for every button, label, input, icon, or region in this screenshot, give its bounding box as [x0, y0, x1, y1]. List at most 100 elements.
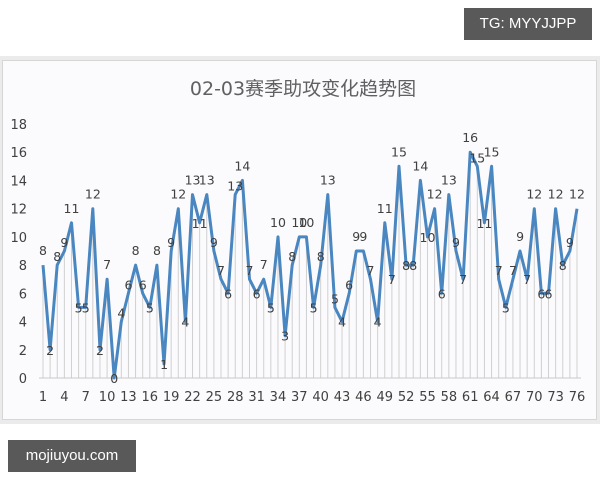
data-label: 8 — [288, 249, 296, 264]
series-line — [41, 150, 579, 380]
x-tick-label: 1 — [39, 390, 47, 405]
data-label: 7 — [459, 272, 467, 287]
x-tick-label: 22 — [184, 390, 201, 405]
data-label: 3 — [281, 329, 289, 344]
data-label: 6 — [139, 277, 147, 292]
data-label: 9 — [167, 235, 175, 250]
x-tick-label: 19 — [163, 390, 180, 405]
x-tick-label: 67 — [505, 390, 522, 405]
x-tick-label: 10 — [99, 390, 116, 405]
x-axis: 1 4 7 10 13 16 19 22 25 28 31 34 37 40 43 46 49 52 55 58 61 6… — [39, 390, 585, 405]
data-label: 7 — [367, 263, 375, 278]
data-label: 6 — [224, 286, 232, 301]
data-label: 5 — [267, 300, 275, 315]
y-tick-label: 10 — [10, 231, 27, 246]
data-label: 10 — [291, 215, 307, 230]
data-label: 5 — [502, 300, 510, 315]
x-tick-label: 58 — [441, 390, 458, 405]
data-label: 7 — [523, 272, 531, 287]
chart-title: 02-03赛季助攻变化趋势图 — [190, 78, 416, 100]
data-label: 9 — [352, 229, 360, 244]
data-label: 8 — [153, 243, 161, 258]
data-label: 7 — [246, 263, 254, 278]
y-tick-label: 6 — [19, 287, 27, 302]
x-tick-label: 40 — [312, 390, 329, 405]
data-label: 15 — [484, 144, 500, 159]
x-tick-label: 34 — [270, 390, 287, 405]
watermark-bottom: mojiuyou.com — [8, 440, 136, 472]
y-tick-label: 0 — [19, 372, 27, 387]
x-tick-label: 46 — [355, 390, 372, 405]
data-label: 8 — [402, 258, 410, 273]
data-label: 12 — [569, 187, 585, 202]
data-label: 14 — [412, 158, 428, 173]
drop-lines — [42, 152, 578, 378]
data-label: 9 — [60, 235, 68, 250]
data-label: 5 — [310, 300, 318, 315]
data-label: 16 — [462, 130, 478, 145]
x-tick-label: 52 — [398, 390, 415, 405]
data-label: 13 — [441, 173, 457, 188]
x-tick-label: 49 — [376, 390, 393, 405]
data-label: 9 — [516, 229, 524, 244]
data-label: 5 — [331, 291, 339, 306]
x-tick-label: 4 — [60, 390, 68, 405]
data-label: 0 — [110, 371, 118, 386]
data-label: 11 — [476, 216, 492, 231]
data-label: 7 — [495, 263, 503, 278]
data-label: 6 — [545, 286, 553, 301]
data-label: 6 — [537, 286, 545, 301]
data-label: 15 — [469, 150, 485, 165]
x-tick-label: 76 — [569, 390, 586, 405]
data-label: 6 — [124, 277, 132, 292]
data-label: 12 — [170, 187, 186, 202]
data-label: 13 — [320, 173, 336, 188]
data-label: 12 — [526, 187, 542, 202]
data-label: 11 — [192, 216, 208, 231]
chart-card: 02-03赛季助攻变化趋势图 0 2 4 6 8 10 12 14 16 18 8 2 8 9 11 5 5 1… — [2, 60, 597, 420]
x-tick-label: 31 — [248, 390, 265, 405]
data-label: 11 — [64, 201, 80, 216]
data-label: 10 — [270, 215, 286, 230]
y-tick-label: 2 — [19, 344, 27, 359]
data-label: 10 — [298, 215, 314, 230]
y-tick-label: 12 — [10, 203, 27, 218]
data-label: 7 — [388, 272, 396, 287]
x-tick-label: 7 — [82, 390, 90, 405]
data-label: 6 — [253, 286, 261, 301]
data-label: 4 — [374, 315, 382, 330]
data-label: 12 — [548, 187, 564, 202]
data-label: 9 — [210, 235, 218, 250]
data-label: 2 — [46, 343, 54, 358]
data-label: 14 — [234, 158, 250, 173]
data-label: 2 — [96, 343, 104, 358]
y-axis: 0 2 4 6 8 10 12 14 16 18 — [10, 118, 27, 387]
x-tick-label: 25 — [206, 390, 223, 405]
y-tick-label: 8 — [19, 259, 27, 274]
data-label: 8 — [39, 243, 47, 258]
x-tick-label: 28 — [227, 390, 244, 405]
x-tick-label: 61 — [462, 390, 479, 405]
x-tick-label: 16 — [142, 390, 159, 405]
data-label: 8 — [317, 249, 325, 264]
y-tick-label: 16 — [10, 146, 27, 161]
data-label: 6 — [345, 277, 353, 292]
data-label: 9 — [452, 235, 460, 250]
data-label: 6 — [438, 286, 446, 301]
data-label: 13 — [199, 173, 215, 188]
data-label: 12 — [85, 187, 101, 202]
data-label: 8 — [53, 249, 61, 264]
data-label: 9 — [566, 235, 574, 250]
data-label: 10 — [420, 230, 436, 245]
data-label: 7 — [217, 263, 225, 278]
data-label: 8 — [559, 258, 567, 273]
y-tick-label: 14 — [10, 174, 27, 189]
data-label: 5 — [146, 300, 154, 315]
x-tick-label: 64 — [483, 390, 500, 405]
watermark-top: TG: MYYJJPP — [464, 8, 592, 40]
data-label: 13 — [185, 173, 201, 188]
data-label: 7 — [103, 257, 111, 272]
data-label: 8 — [132, 243, 140, 258]
data-label: 4 — [181, 315, 189, 330]
